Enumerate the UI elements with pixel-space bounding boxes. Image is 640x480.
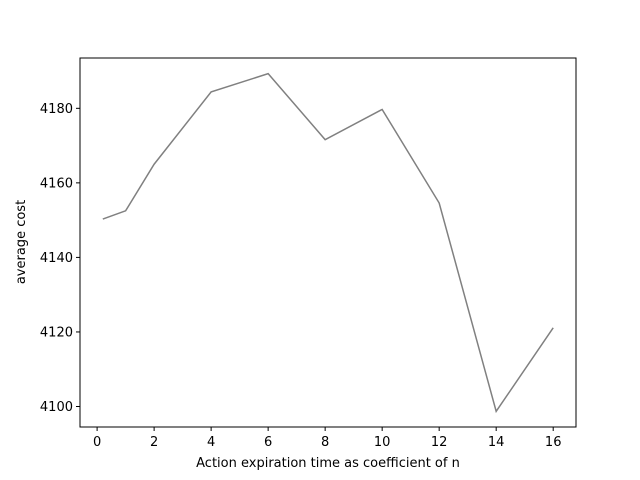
x-tick-label: 2 xyxy=(150,435,158,450)
x-tick-label: 6 xyxy=(264,435,272,450)
x-tick-label: 8 xyxy=(321,435,329,450)
x-tick-label: 12 xyxy=(431,435,448,450)
x-axis-label: Action expiration time as coefficient of… xyxy=(196,456,460,471)
y-tick-label: 4100 xyxy=(40,400,73,415)
y-tick-label: 4160 xyxy=(40,176,73,191)
x-axis: 0 2 4 6 8 10 12 14 16 xyxy=(93,427,562,450)
x-tick-label: 16 xyxy=(545,435,562,450)
y-tick-label: 4120 xyxy=(40,325,73,340)
y-axis-label: average cost xyxy=(14,200,29,284)
plot-area-frame xyxy=(79,57,577,428)
y-axis: 4100 4120 4140 4160 4180 xyxy=(40,102,80,415)
x-tick-label: 4 xyxy=(207,435,215,450)
x-tick-label: 14 xyxy=(488,435,505,450)
y-tick-label: 4140 xyxy=(40,251,73,266)
x-tick-label: 0 xyxy=(93,435,101,450)
y-tick-label: 4180 xyxy=(40,102,73,117)
series-line xyxy=(102,72,554,414)
x-tick-label: 10 xyxy=(374,435,391,450)
